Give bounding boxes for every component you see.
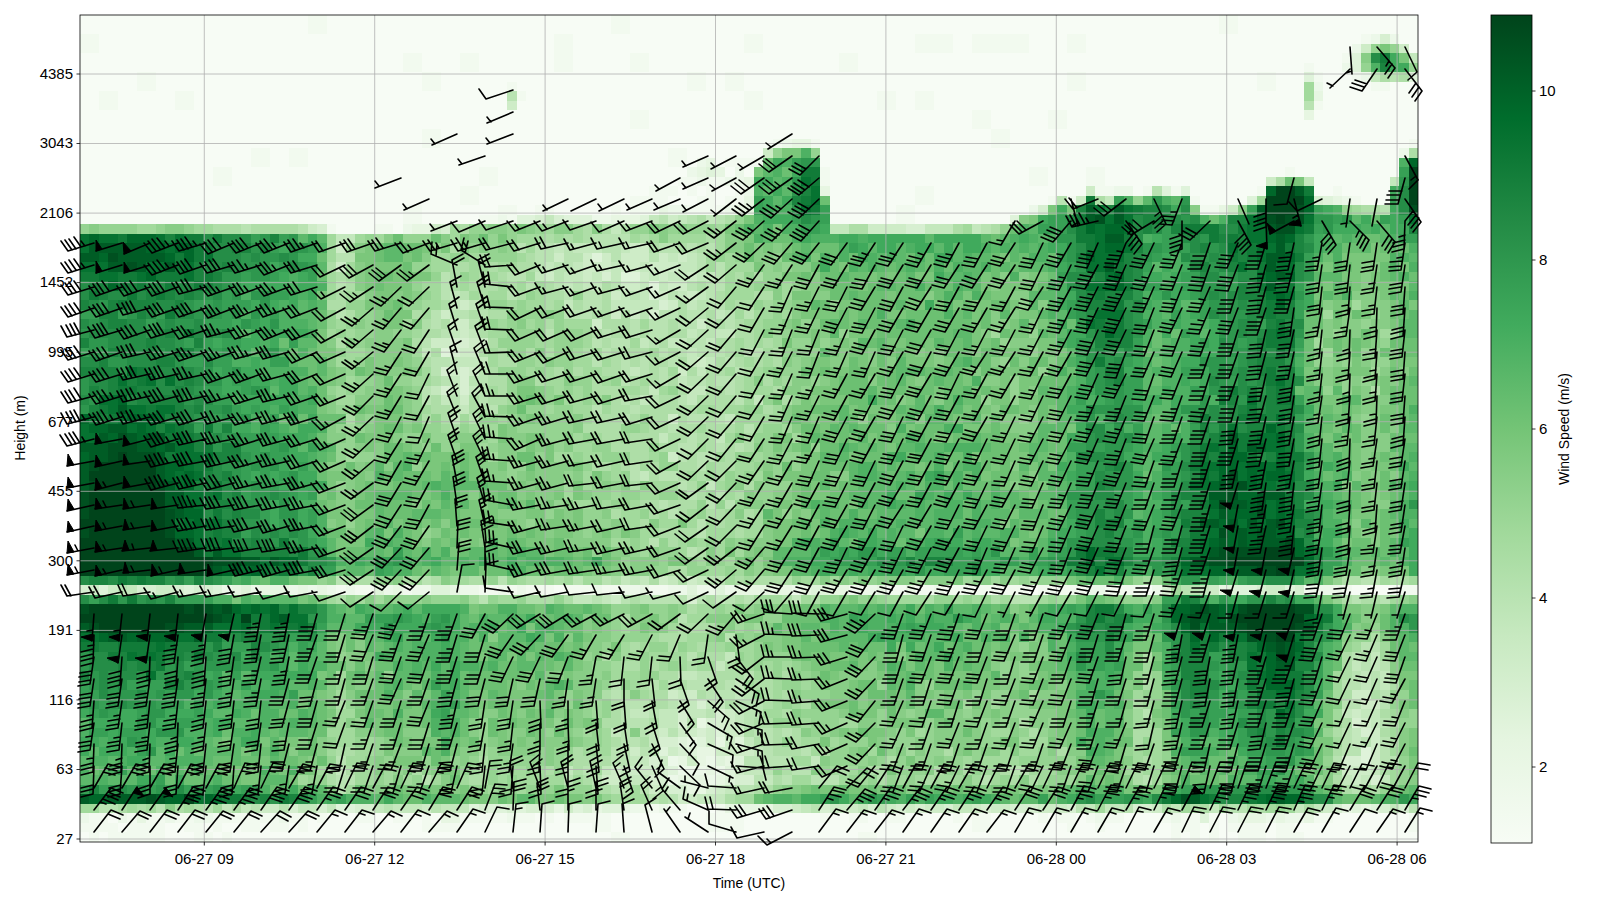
svg-text:06-27 18: 06-27 18 (686, 850, 745, 867)
svg-text:116: 116 (49, 691, 73, 708)
svg-text:Time (UTC): Time (UTC) (713, 875, 786, 891)
svg-text:8: 8 (1539, 251, 1547, 268)
svg-text:63: 63 (56, 760, 73, 777)
svg-text:06-27 12: 06-27 12 (345, 850, 404, 867)
svg-text:300: 300 (48, 552, 73, 569)
svg-text:06-27 21: 06-27 21 (856, 850, 915, 867)
svg-text:4: 4 (1539, 589, 1547, 606)
svg-text:2106: 2106 (40, 204, 73, 221)
svg-text:3043: 3043 (40, 134, 73, 151)
svg-text:06-28 06: 06-28 06 (1367, 850, 1426, 867)
svg-text:06-28 03: 06-28 03 (1197, 850, 1256, 867)
svg-text:2: 2 (1539, 758, 1547, 775)
svg-text:Height (m): Height (m) (12, 395, 28, 460)
svg-text:06-27 09: 06-27 09 (175, 850, 234, 867)
svg-text:27: 27 (56, 830, 73, 847)
svg-text:995: 995 (48, 343, 73, 360)
svg-text:677: 677 (48, 413, 73, 430)
svg-text:10: 10 (1539, 82, 1556, 99)
svg-text:191: 191 (48, 621, 73, 638)
svg-text:Wind Speed (m/s): Wind Speed (m/s) (1556, 373, 1572, 485)
svg-text:455: 455 (48, 482, 73, 499)
svg-text:6: 6 (1539, 420, 1547, 437)
svg-text:4385: 4385 (40, 65, 73, 82)
svg-text:1452: 1452 (40, 273, 73, 290)
svg-text:06-27 15: 06-27 15 (515, 850, 574, 867)
svg-text:06-28 00: 06-28 00 (1027, 850, 1086, 867)
